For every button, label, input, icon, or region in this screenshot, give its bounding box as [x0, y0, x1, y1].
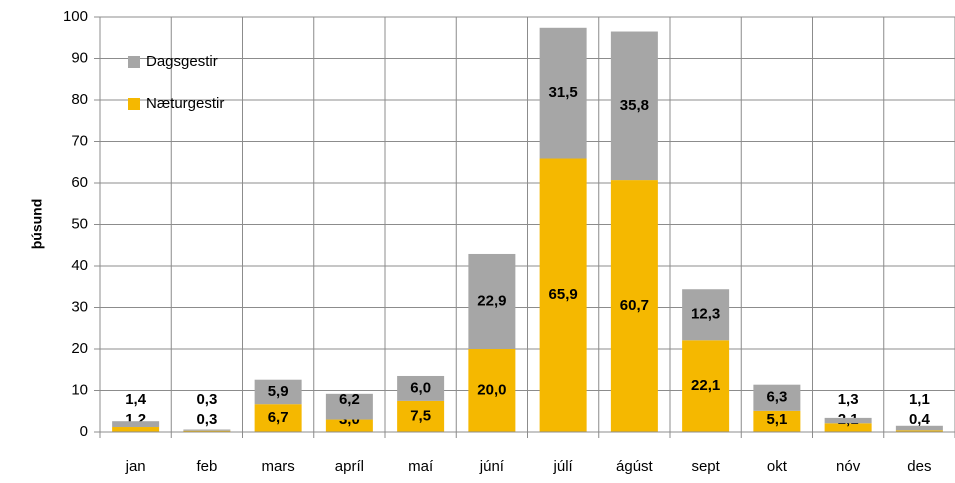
bar-segment	[183, 429, 231, 431]
y-tick-label: 80	[71, 91, 88, 108]
value-label: 35,8	[620, 97, 649, 114]
x-tick-label: júní	[479, 458, 505, 475]
bar-segment	[895, 425, 943, 431]
bar-segment	[254, 379, 302, 405]
value-label: 22,9	[477, 292, 506, 309]
value-label: 60,7	[620, 297, 649, 314]
value-label: 6,2	[339, 391, 360, 408]
value-label: 6,0	[410, 379, 431, 396]
x-tick-label: ágúst	[616, 458, 654, 475]
y-tick-label: 30	[71, 298, 88, 315]
value-label: 5,9	[268, 383, 289, 400]
y-tick-label: 50	[71, 215, 88, 232]
value-label: 1,3	[838, 391, 859, 408]
bar-segment	[753, 384, 801, 411]
legend-label: Dagsgestir	[146, 53, 218, 70]
y-tick-label: 70	[71, 132, 88, 149]
legend-swatch	[128, 56, 140, 68]
x-tick-label: feb	[196, 458, 217, 475]
bar-segment	[682, 340, 730, 432]
x-tick-label: okt	[767, 458, 788, 475]
x-tick-label: júlí	[553, 458, 574, 475]
value-label: 7,5	[410, 407, 431, 424]
y-tick-label: 90	[71, 49, 88, 66]
x-tick-label: jan	[125, 458, 146, 475]
bar-segment	[254, 404, 302, 432]
bar-segment	[824, 417, 872, 424]
y-axis-label: þúsund	[29, 199, 45, 250]
x-tick-label: sept	[691, 458, 720, 475]
x-tick-label: mars	[261, 458, 294, 475]
bar-segment	[112, 421, 160, 428]
bar-segment	[539, 27, 587, 159]
bar-segment	[824, 423, 872, 432]
bar-segment	[539, 158, 587, 432]
value-label: 12,3	[691, 306, 720, 323]
bar-segment	[682, 289, 730, 341]
bar-segment	[325, 393, 373, 420]
bar-segment	[753, 410, 801, 432]
legend-label: Næturgestir	[146, 95, 224, 112]
value-label: 1,1	[909, 391, 930, 408]
y-tick-label: 10	[71, 381, 88, 398]
y-tick-label: 40	[71, 257, 88, 274]
bar-segment	[183, 430, 231, 432]
bar-segment	[468, 253, 516, 349]
legend-swatch	[128, 98, 140, 110]
x-tick-label: maí	[408, 458, 434, 475]
value-label: 65,9	[549, 286, 578, 303]
y-tick-label: 100	[63, 8, 88, 25]
value-label: 1,4	[125, 391, 147, 408]
y-tick-label: 60	[71, 174, 88, 191]
value-label: 6,7	[268, 409, 289, 426]
value-label: 22,1	[691, 377, 720, 394]
y-tick-label: 20	[71, 340, 88, 357]
x-tick-label: des	[907, 458, 931, 475]
value-label: 31,5	[549, 84, 578, 101]
value-label: 6,3	[766, 389, 787, 406]
y-tick-label: 0	[80, 423, 88, 440]
value-label: 0,3	[196, 411, 217, 428]
bar-segment	[610, 180, 658, 432]
value-label: 0,4	[909, 411, 931, 428]
bar-segment	[397, 400, 445, 432]
bar-segment	[397, 375, 445, 401]
value-label: 0,3	[196, 391, 217, 408]
bar-segment	[325, 419, 373, 432]
x-tick-label: apríl	[335, 458, 364, 475]
bar-segment	[610, 31, 658, 181]
bar-segment	[112, 427, 160, 432]
x-tick-label: nóv	[836, 458, 861, 475]
value-label: 20,0	[477, 381, 506, 398]
bar-segment	[468, 349, 516, 432]
value-label: 5,1	[766, 411, 787, 428]
bar-segment	[895, 430, 943, 432]
